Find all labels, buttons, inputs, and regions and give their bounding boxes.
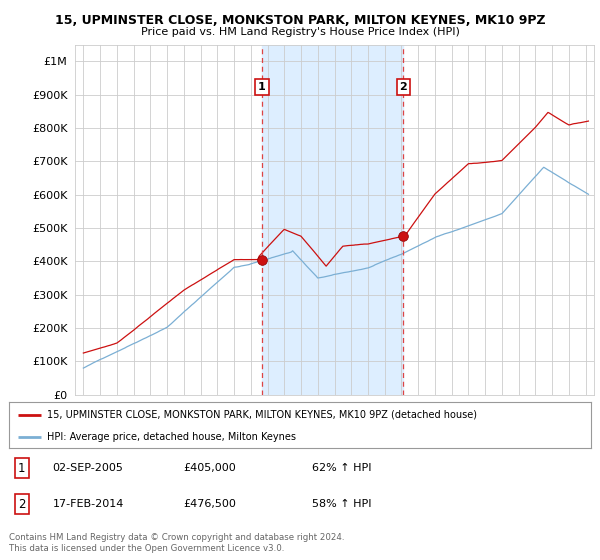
Text: 1: 1: [18, 461, 26, 474]
Text: 1: 1: [258, 82, 266, 92]
Bar: [262, 45, 403, 395]
Text: 62% ↑ HPI: 62% ↑ HPI: [311, 463, 371, 473]
Text: 2: 2: [400, 82, 407, 92]
Text: HPI: Average price, detached house, Milton Keynes: HPI: Average price, detached house, Milt…: [47, 432, 296, 441]
Text: 15, UPMINSTER CLOSE, MONKSTON PARK, MILTON KEYNES, MK10 9PZ (detached house): 15, UPMINSTER CLOSE, MONKSTON PARK, MILT…: [47, 410, 477, 420]
Text: 17-FEB-2014: 17-FEB-2014: [53, 499, 124, 509]
Text: £405,000: £405,000: [184, 463, 236, 473]
Text: Price paid vs. HM Land Registry's House Price Index (HPI): Price paid vs. HM Land Registry's House …: [140, 27, 460, 37]
Text: Contains HM Land Registry data © Crown copyright and database right 2024.
This d: Contains HM Land Registry data © Crown c…: [9, 533, 344, 553]
Text: 2: 2: [18, 498, 26, 511]
Text: 15, UPMINSTER CLOSE, MONKSTON PARK, MILTON KEYNES, MK10 9PZ: 15, UPMINSTER CLOSE, MONKSTON PARK, MILT…: [55, 14, 545, 27]
Text: 02-SEP-2005: 02-SEP-2005: [53, 463, 124, 473]
Text: £476,500: £476,500: [184, 499, 236, 509]
Text: 58% ↑ HPI: 58% ↑ HPI: [311, 499, 371, 509]
